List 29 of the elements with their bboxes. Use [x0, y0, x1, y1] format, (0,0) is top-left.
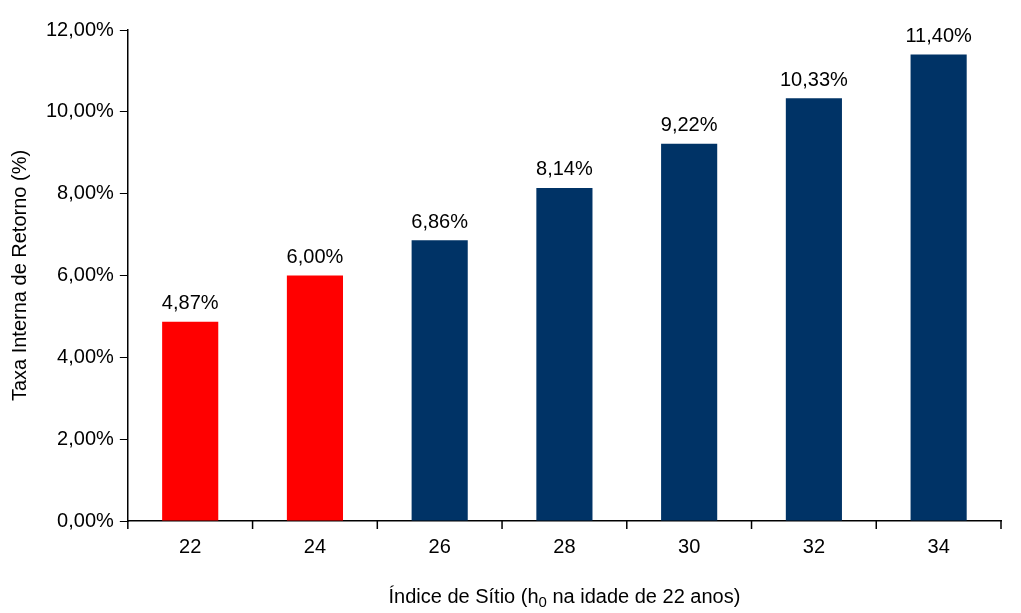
y-tick-label: 4,00% [57, 344, 115, 367]
x-tick-label: 26 [428, 534, 451, 557]
bar [785, 98, 842, 521]
y-axis-title: Taxa Interna de Retorno (%) [7, 149, 30, 402]
x-tick-label: 32 [802, 534, 826, 557]
data-label: 10,33% [779, 67, 849, 90]
data-label: 6,86% [411, 209, 469, 232]
x-tick-label: 34 [927, 534, 950, 557]
bar [910, 54, 967, 521]
data-label: 4,87% [161, 291, 219, 314]
bar [661, 143, 718, 521]
y-tick-label: 8,00% [57, 181, 115, 204]
y-tick-label: 2,00% [57, 426, 115, 449]
y-tick-label: 6,00% [57, 263, 115, 286]
data-label: 8,14% [536, 157, 593, 180]
y-tick-label: 10,00% [45, 99, 115, 122]
y-tick-label: 12,00% [45, 17, 115, 40]
bar [536, 187, 593, 521]
data-label: 9,22% [660, 113, 718, 136]
bar [162, 321, 219, 521]
data-label: 6,00% [286, 245, 344, 268]
x-tick-label: 24 [303, 534, 327, 557]
data-label: 11,40% [905, 24, 973, 47]
y-tick-label: 0,00% [57, 508, 115, 531]
x-tick-label: 22 [179, 534, 202, 557]
x-tick-label: 30 [678, 534, 701, 557]
bar [286, 275, 344, 521]
x-tick-label: 28 [553, 534, 576, 557]
bar [411, 240, 468, 521]
